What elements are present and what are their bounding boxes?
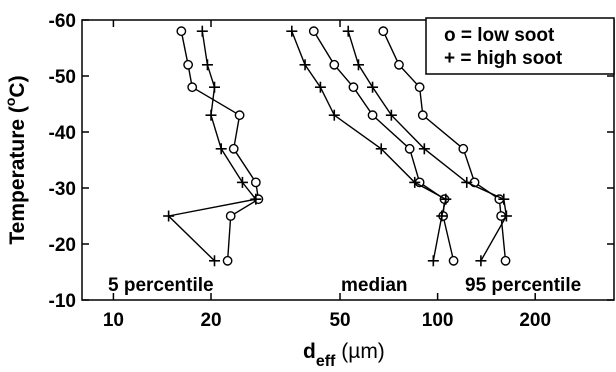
- annotation-95-percentile: 95 percentile: [465, 275, 581, 296]
- data-point-plus: [236, 176, 248, 188]
- data-point-circle: [414, 82, 425, 93]
- data-point-circle: [329, 59, 340, 70]
- x-axis-title-main: d: [303, 340, 316, 363]
- data-point-plus: [409, 176, 421, 188]
- data-point-plus: [352, 59, 364, 71]
- legend-entry-high-soot: + = high soot: [444, 48, 563, 69]
- data-point-circle: [500, 255, 511, 266]
- y-tick-label: -40: [49, 123, 76, 144]
- legend: o = low soot + = high soot: [425, 17, 615, 75]
- data-point-plus: [286, 25, 298, 37]
- x-tick-label: 20: [200, 310, 221, 331]
- data-point-circle: [458, 143, 469, 154]
- data-point-circle: [228, 143, 239, 154]
- series-line: [167, 31, 258, 262]
- data-point-plus: [208, 255, 220, 267]
- data-point-plus: [375, 143, 387, 155]
- x-axis-title-subscript: eff: [316, 353, 336, 370]
- data-point-plus: [498, 193, 510, 205]
- data-point-circle: [448, 255, 459, 266]
- y-tick-label: -50: [49, 67, 76, 88]
- x-tick-label: 50: [329, 310, 350, 331]
- series-5-percentile-low-soot: [176, 26, 264, 266]
- data-point-plus: [196, 25, 208, 37]
- legend-entry-low-soot: o = low soot: [444, 25, 555, 46]
- data-point-circle: [183, 59, 194, 70]
- data-point-plus: [427, 255, 439, 267]
- x-tick-label: 200: [519, 310, 551, 331]
- data-point-circle: [308, 26, 319, 37]
- data-point-plus: [208, 81, 220, 93]
- data-point-plus: [436, 210, 448, 222]
- data-point-plus: [201, 59, 213, 71]
- y-axis-ticks: -60 -50 -40 -30 -20 -10: [49, 11, 614, 312]
- data-point-plus: [205, 109, 217, 121]
- data-point-circle: [225, 211, 236, 221]
- data-point-plus: [342, 25, 354, 37]
- data-point-plus: [314, 81, 326, 93]
- annotation-5-percentile: 5 percentile: [108, 275, 214, 296]
- data-point-plus: [500, 210, 512, 222]
- data-point-circle: [222, 255, 233, 266]
- series-layer: [163, 25, 512, 267]
- y-tick-label: -30: [49, 179, 76, 200]
- data-point-circle: [187, 82, 198, 93]
- data-point-circle: [378, 26, 389, 37]
- data-point-circle: [348, 82, 359, 93]
- annotation-median: median: [341, 275, 408, 296]
- series-line: [291, 30, 447, 261]
- y-axis-title-main: Temperature (: [6, 106, 29, 244]
- data-point-plus: [475, 255, 487, 267]
- y-axis-title-unit: C): [6, 75, 29, 97]
- data-point-circle: [404, 143, 415, 154]
- data-point-plus: [385, 109, 397, 121]
- data-point-plus: [299, 59, 311, 71]
- data-point-plus: [418, 143, 430, 155]
- x-axis-title-unit: (µm): [335, 340, 384, 363]
- series-median-high-soot: [286, 25, 452, 267]
- data-point-plus: [440, 193, 452, 205]
- data-point-plus: [215, 143, 227, 155]
- data-point-circle: [176, 26, 187, 37]
- y-tick-label: -20: [49, 235, 76, 256]
- data-point-plus: [461, 176, 473, 188]
- data-point-plus: [328, 109, 340, 121]
- data-point-circle: [234, 110, 245, 121]
- y-tick-label: -60: [49, 11, 76, 32]
- data-point-circle: [250, 177, 261, 188]
- x-axis-title: deff (µm): [303, 340, 385, 370]
- x-tick-label: 10: [103, 310, 124, 331]
- series-95-percentile-high-soot: [342, 25, 512, 267]
- y-tick-label: -10: [49, 291, 76, 312]
- data-point-circle: [394, 59, 404, 70]
- data-point-plus: [367, 81, 379, 93]
- y-axis-title-degree: o: [2, 98, 18, 107]
- data-point-plus: [163, 210, 175, 222]
- x-axis-ticks: 10 20 50 100 200: [103, 20, 551, 331]
- legend-box: [425, 17, 615, 75]
- data-point-circle: [367, 110, 378, 121]
- y-axis-title: Temperature (oC): [2, 75, 29, 244]
- series-5-percentile-high-soot: [163, 25, 262, 267]
- data-point-plus: [250, 193, 262, 205]
- x-tick-label: 100: [422, 310, 454, 331]
- data-point-circle: [417, 110, 428, 121]
- plot-frame: [81, 19, 615, 301]
